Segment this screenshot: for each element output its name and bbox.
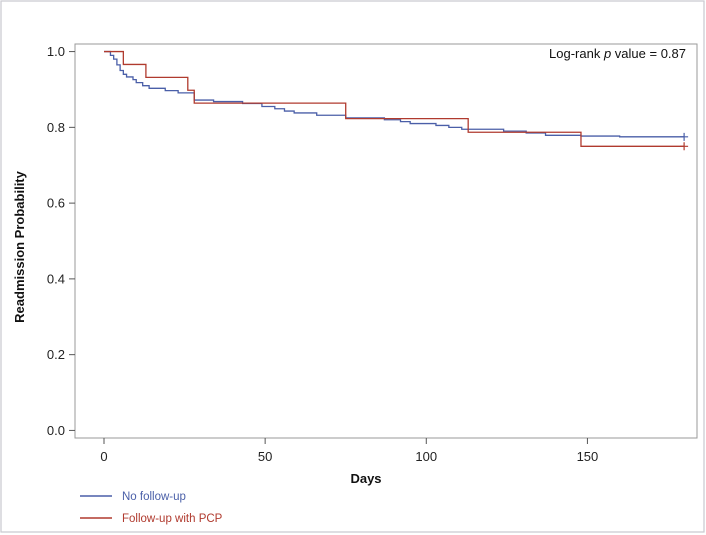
y-tick-label: 0.2 [47, 347, 65, 362]
x-tick-label: 150 [577, 449, 599, 464]
plot-frame [74, 43, 698, 439]
y-tick-label: 0.6 [47, 196, 65, 211]
series-line-follow-up-with-pcp [104, 50, 685, 147]
y-tick-label: 0.4 [47, 271, 65, 286]
y-tick-label: 0.8 [47, 120, 65, 135]
y-tick-label: 0.0 [47, 423, 65, 438]
legend: No follow-up Follow-up with PCP [80, 491, 223, 525]
x-tick-label: 100 [415, 449, 437, 464]
x-tick-label: 0 [100, 449, 107, 464]
legend-label-follow-up-with-pcp: Follow-up with PCP [122, 513, 223, 525]
y-axis: 0.0 0.2 0.4 0.6 0.8 1.0 [47, 44, 75, 438]
annotation-suffix: value = 0.87 [611, 46, 686, 61]
y-axis-title: Readmission Probability [12, 170, 27, 322]
legend-label-no-follow-up: No follow-up [122, 491, 186, 503]
log-rank-annotation: Log-rank p value = 0.87 [549, 46, 686, 61]
x-tick-label: 50 [258, 449, 272, 464]
censor-mark-no-follow-up [680, 132, 689, 141]
annotation-prefix: Log-rank [549, 46, 604, 61]
y-tick-label: 1.0 [47, 44, 65, 59]
series-layer [104, 50, 689, 151]
censor-mark-follow-up-with-pcp [680, 142, 689, 151]
x-axis: 0 50 100 150 [100, 438, 598, 464]
x-axis-title: Days [350, 471, 381, 486]
annotation-p: p [603, 46, 611, 61]
